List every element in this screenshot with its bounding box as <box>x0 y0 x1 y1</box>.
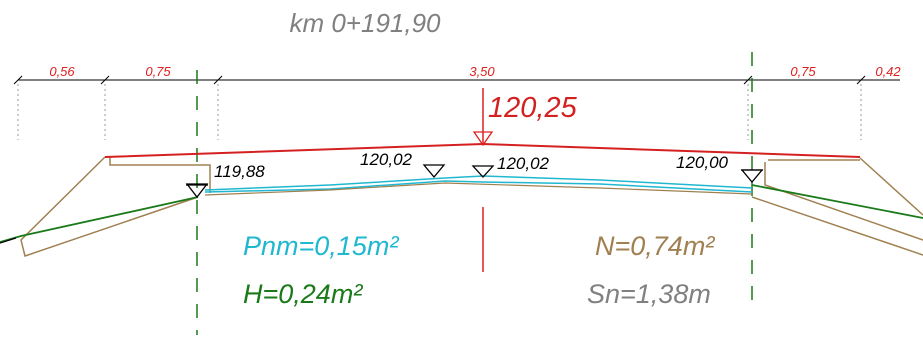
dim-label-2: 0,75 <box>145 64 171 79</box>
dim-label-4: 0,75 <box>790 64 816 79</box>
h-area-label: H=0,24m² <box>243 279 363 309</box>
mid-elevation-marker <box>422 164 446 179</box>
station-title: km 0+191,90 <box>289 8 441 38</box>
right-elevation-marker <box>740 169 764 184</box>
left-ground-stub <box>0 237 17 244</box>
dim-label-3: 3,50 <box>469 64 495 79</box>
terrain-tan-lines <box>20 156 923 257</box>
dimension-chain <box>13 75 900 140</box>
axis-terrain-marker <box>471 165 495 178</box>
sn-length-label: Sn=1,38m <box>587 279 711 309</box>
n-area-label: N=0,74m² <box>595 231 715 261</box>
axis-elevation-marker <box>472 131 494 147</box>
right-edge-elevation: 120,00 <box>676 153 729 172</box>
left-elevation-marker <box>185 183 209 199</box>
left-mid-elevation: 120,02 <box>360 150 413 169</box>
pavement-cyan-lines <box>204 175 753 193</box>
axis-terrain-elevation: 120,02 <box>497 154 550 173</box>
pnm-area-label: Pnm=0,15m² <box>243 231 399 261</box>
base-tan-line <box>204 182 753 196</box>
left-edge-elevation: 119,88 <box>214 162 265 181</box>
axis-design-elevation: 120,25 <box>488 92 578 124</box>
dim-label-1: 0,56 <box>49 64 75 79</box>
design-surface-line <box>104 142 861 158</box>
subgrade-green-line <box>0 184 923 243</box>
dim-label-5: 0,42 <box>875 64 901 79</box>
